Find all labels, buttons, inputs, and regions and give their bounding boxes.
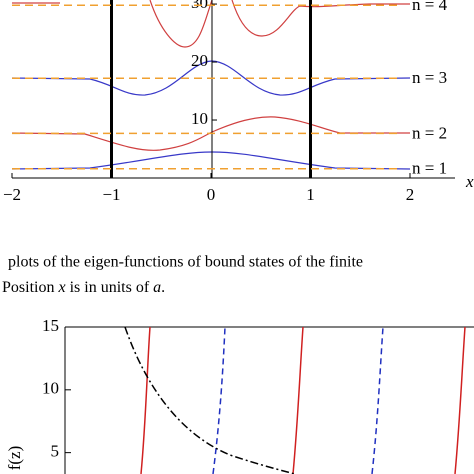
level-label: n = 1 [412, 159, 447, 178]
curve-dashed [212, 326, 226, 474]
caption-text: . [161, 279, 165, 296]
y-tick-label: 30 [191, 0, 208, 12]
wavefunctions [11, 0, 411, 170]
x-tick-label: 0 [207, 185, 216, 204]
x-tick-label: 1 [306, 185, 315, 204]
y-tick-label: 5 [51, 442, 60, 461]
y-tick-label: 20 [191, 51, 208, 70]
x-axis-label: x [465, 172, 474, 191]
curve-solid [454, 326, 466, 474]
caption-line: plots of the eigen-functions of bound st… [8, 254, 363, 271]
level-label: n = 3 [412, 68, 447, 87]
y-axis-label: f(z) [5, 446, 24, 471]
level-label: n = 4 [412, 0, 448, 14]
y-tick-label: 15 [42, 316, 59, 335]
level-label: n = 2 [412, 123, 447, 142]
x-tick-label: 2 [406, 185, 415, 204]
curve-solid [140, 326, 151, 474]
caption-math: a [153, 279, 161, 296]
caption-line: Position x is in units of a. [2, 279, 165, 296]
curves [124, 326, 466, 474]
caption-math: x [57, 279, 65, 296]
y-tick-label: 10 [191, 109, 208, 128]
curve-dashed [371, 326, 384, 474]
psi-1 [11, 151, 411, 170]
x-tick-label: −2 [3, 185, 21, 204]
psi-4 [12, 0, 410, 48]
y-tick-label: 10 [42, 379, 59, 398]
caption-text: Position [2, 279, 58, 296]
curve-dashdot [124, 326, 296, 474]
x-tick-label: −1 [102, 185, 120, 204]
curve-solid [292, 326, 304, 474]
caption-text: is in units of [66, 279, 154, 296]
